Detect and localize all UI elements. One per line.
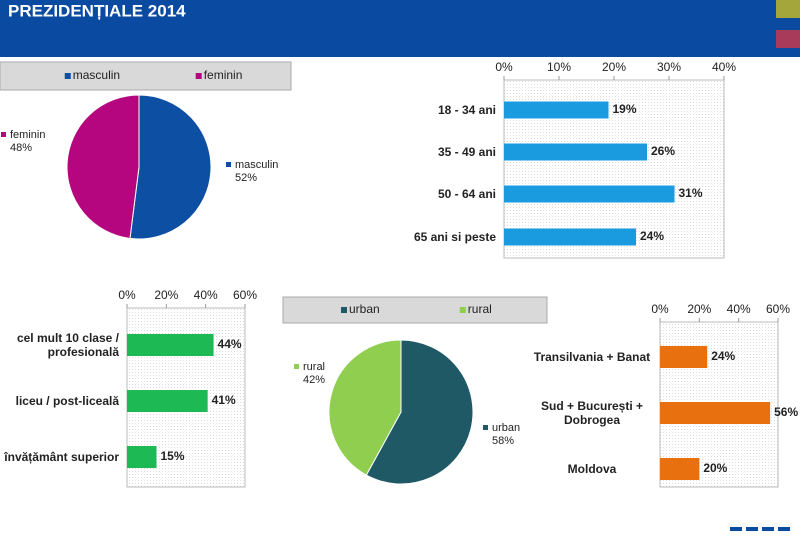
legend-label: rural (468, 302, 492, 316)
data-label-name: masculin (235, 159, 278, 171)
category-label: 65 ani si peste (413, 230, 496, 244)
value-label: 19% (613, 102, 637, 116)
category-label-box: 50 - 64 ani (437, 187, 496, 201)
data-label-swatch (1, 132, 6, 137)
legend-swatch (195, 73, 202, 79)
data-label-value: 42% (303, 374, 325, 386)
bar (504, 228, 636, 246)
header-square (776, 30, 800, 48)
page-title: PREZIDENȚIALE 2014 (8, 1, 186, 20)
data-label-swatch (226, 162, 231, 167)
data-label-name: rural (303, 361, 325, 373)
footer-dash (746, 527, 758, 531)
category-label-box: Moldova (567, 462, 617, 476)
pie-slice (66, 94, 140, 239)
value-label: 26% (651, 144, 675, 158)
x-tick-label: 0% (495, 60, 513, 74)
bar (127, 334, 214, 356)
value-label: 20% (703, 461, 727, 475)
bar (660, 402, 771, 424)
x-tick-label: 20% (602, 60, 626, 74)
data-label-value: 58% (492, 435, 514, 447)
value-label: 24% (640, 229, 664, 243)
bar (504, 101, 609, 119)
x-tick-label: 60% (233, 288, 257, 302)
category-label: 18 - 34 ani (437, 103, 496, 117)
pie-slice (365, 339, 474, 485)
category-label-box: 18 - 34 ani (437, 103, 496, 117)
category-label: liceu / post-liceală (15, 394, 119, 408)
value-label: 15% (161, 449, 185, 463)
legend-swatch (459, 307, 466, 313)
category-label: 50 - 64 ani (437, 187, 496, 201)
category-label-box: liceu / post-liceală (15, 394, 119, 408)
data-label-name: feminin (10, 129, 45, 141)
value-label: 31% (679, 186, 703, 200)
category-label: învățământ superior (4, 450, 119, 464)
x-tick-label: 40% (727, 302, 751, 316)
data-label-name: urban (492, 422, 520, 434)
footer-dash (778, 527, 790, 531)
bar (504, 143, 647, 161)
value-label: 44% (218, 337, 242, 351)
category-label: Transilvania + Banat (533, 350, 651, 364)
category-label: Sud + București + Dobrogea (540, 399, 644, 427)
category-label-box: Transilvania + Banat (533, 350, 651, 364)
x-tick-label: 0% (651, 302, 669, 316)
bar (504, 185, 675, 203)
value-label: 24% (711, 349, 735, 363)
value-label: 56% (774, 405, 798, 419)
x-tick-label: 60% (766, 302, 790, 316)
x-tick-label: 20% (687, 302, 711, 316)
pie-slice (328, 339, 402, 476)
header-square (776, 0, 800, 18)
legend-label: urban (349, 302, 380, 316)
legend-swatch (341, 307, 347, 313)
data-label-swatch (483, 425, 488, 430)
x-tick-label: 20% (154, 288, 178, 302)
pie-slice (129, 94, 212, 240)
category-label-box: cel mult 10 clase / profesională (16, 331, 119, 359)
category-label-box: 35 - 49 ani (437, 145, 496, 159)
value-label: 41% (212, 393, 236, 407)
legend-box (282, 296, 548, 324)
x-tick-label: 10% (547, 60, 571, 74)
header-band (0, 0, 800, 57)
footer-dash (762, 527, 774, 531)
legend-label: feminin (204, 68, 243, 82)
category-label-box: Sud + București + Dobrogea (540, 399, 644, 427)
legend-label: masculin (73, 68, 120, 82)
data-label-swatch (294, 364, 299, 369)
bar (660, 346, 708, 368)
x-tick-label: 30% (657, 60, 681, 74)
x-tick-label: 40% (712, 60, 736, 74)
footer-dash (730, 527, 742, 531)
category-label: cel mult 10 clase / profesională (16, 331, 119, 359)
category-label: Moldova (567, 462, 617, 476)
category-label-box: 65 ani si peste (413, 230, 496, 244)
legend-swatch (64, 73, 71, 79)
data-label-value: 52% (235, 172, 257, 184)
category-label-box: învățământ superior (4, 450, 119, 464)
data-label-value: 48% (10, 142, 32, 154)
x-tick-label: 0% (118, 288, 136, 302)
bar (660, 458, 700, 480)
legend-box (0, 61, 292, 91)
bar (127, 446, 157, 468)
category-label: 35 - 49 ani (437, 145, 496, 159)
bar (127, 390, 208, 412)
x-tick-label: 40% (194, 288, 218, 302)
